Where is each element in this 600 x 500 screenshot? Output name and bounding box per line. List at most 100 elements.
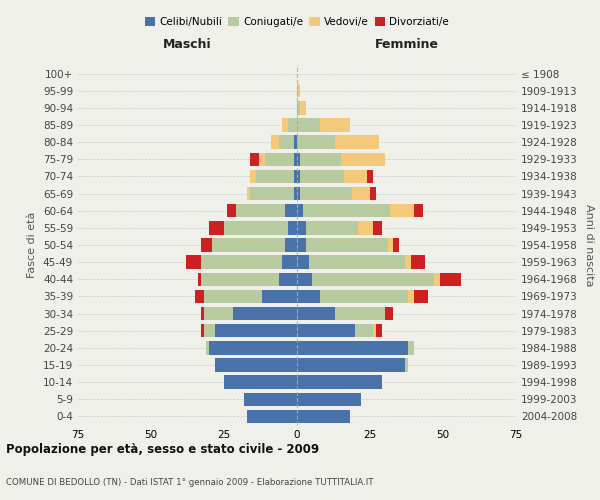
Bar [300,170,344,183]
Bar [303,204,391,218]
Bar [250,187,294,200]
Bar [200,238,212,252]
Bar [341,152,385,166]
Y-axis label: Anni di nascita: Anni di nascita [584,204,594,286]
Bar [408,341,414,354]
Bar [280,136,294,149]
Bar [297,341,408,354]
Bar [250,152,259,166]
Bar [186,256,200,269]
Bar [215,358,297,372]
Bar [311,272,434,286]
Bar [212,238,286,252]
Bar [297,410,350,423]
Bar [283,118,288,132]
Text: Femmine: Femmine [374,38,439,52]
Bar [300,101,306,114]
Bar [250,170,256,183]
Y-axis label: Fasce di età: Fasce di età [28,212,37,278]
Bar [198,272,200,286]
Bar [203,290,262,303]
Bar [294,136,297,149]
Bar [209,341,297,354]
Bar [297,170,300,183]
Bar [335,136,379,149]
Bar [297,238,306,252]
Bar [256,170,294,183]
Bar [385,307,394,320]
Bar [227,204,236,218]
Bar [280,272,297,286]
Bar [376,324,382,338]
Bar [224,376,297,389]
Bar [300,152,341,166]
Bar [358,221,373,234]
Bar [306,221,358,234]
Bar [206,341,209,354]
Bar [200,324,203,338]
Bar [244,392,297,406]
Bar [233,307,297,320]
Bar [440,272,461,286]
Bar [288,118,297,132]
Bar [195,290,203,303]
Bar [344,170,367,183]
Bar [308,256,405,269]
Bar [200,307,203,320]
Bar [203,324,215,338]
Bar [262,290,297,303]
Bar [405,256,411,269]
Bar [203,307,233,320]
Bar [297,101,300,114]
Bar [297,84,300,98]
Bar [373,324,376,338]
Text: Maschi: Maschi [163,38,212,52]
Bar [209,221,224,234]
Bar [297,358,405,372]
Bar [297,187,300,200]
Bar [265,152,294,166]
Text: Popolazione per età, sesso e stato civile - 2009: Popolazione per età, sesso e stato civil… [6,442,319,456]
Bar [414,204,422,218]
Bar [320,118,350,132]
Bar [394,238,399,252]
Bar [200,256,283,269]
Bar [300,187,352,200]
Bar [283,256,297,269]
Bar [294,152,297,166]
Bar [286,238,297,252]
Bar [405,358,408,372]
Bar [411,256,425,269]
Bar [297,272,311,286]
Bar [367,170,373,183]
Bar [414,290,428,303]
Bar [297,307,335,320]
Bar [373,221,382,234]
Bar [294,170,297,183]
Bar [297,256,308,269]
Bar [224,221,288,234]
Bar [297,118,320,132]
Bar [391,204,414,218]
Bar [297,221,306,234]
Bar [297,204,303,218]
Bar [388,238,394,252]
Bar [297,324,355,338]
Bar [408,290,414,303]
Bar [352,187,370,200]
Bar [286,204,297,218]
Bar [247,187,250,200]
Bar [200,272,280,286]
Bar [297,392,361,406]
Bar [434,272,440,286]
Bar [215,324,297,338]
Bar [271,136,280,149]
Bar [297,376,382,389]
Bar [259,152,265,166]
Bar [335,307,385,320]
Bar [297,290,320,303]
Bar [320,290,408,303]
Bar [247,410,297,423]
Bar [370,187,376,200]
Legend: Celibi/Nubili, Coniugati/e, Vedovi/e, Divorziati/e: Celibi/Nubili, Coniugati/e, Vedovi/e, Di… [140,12,454,31]
